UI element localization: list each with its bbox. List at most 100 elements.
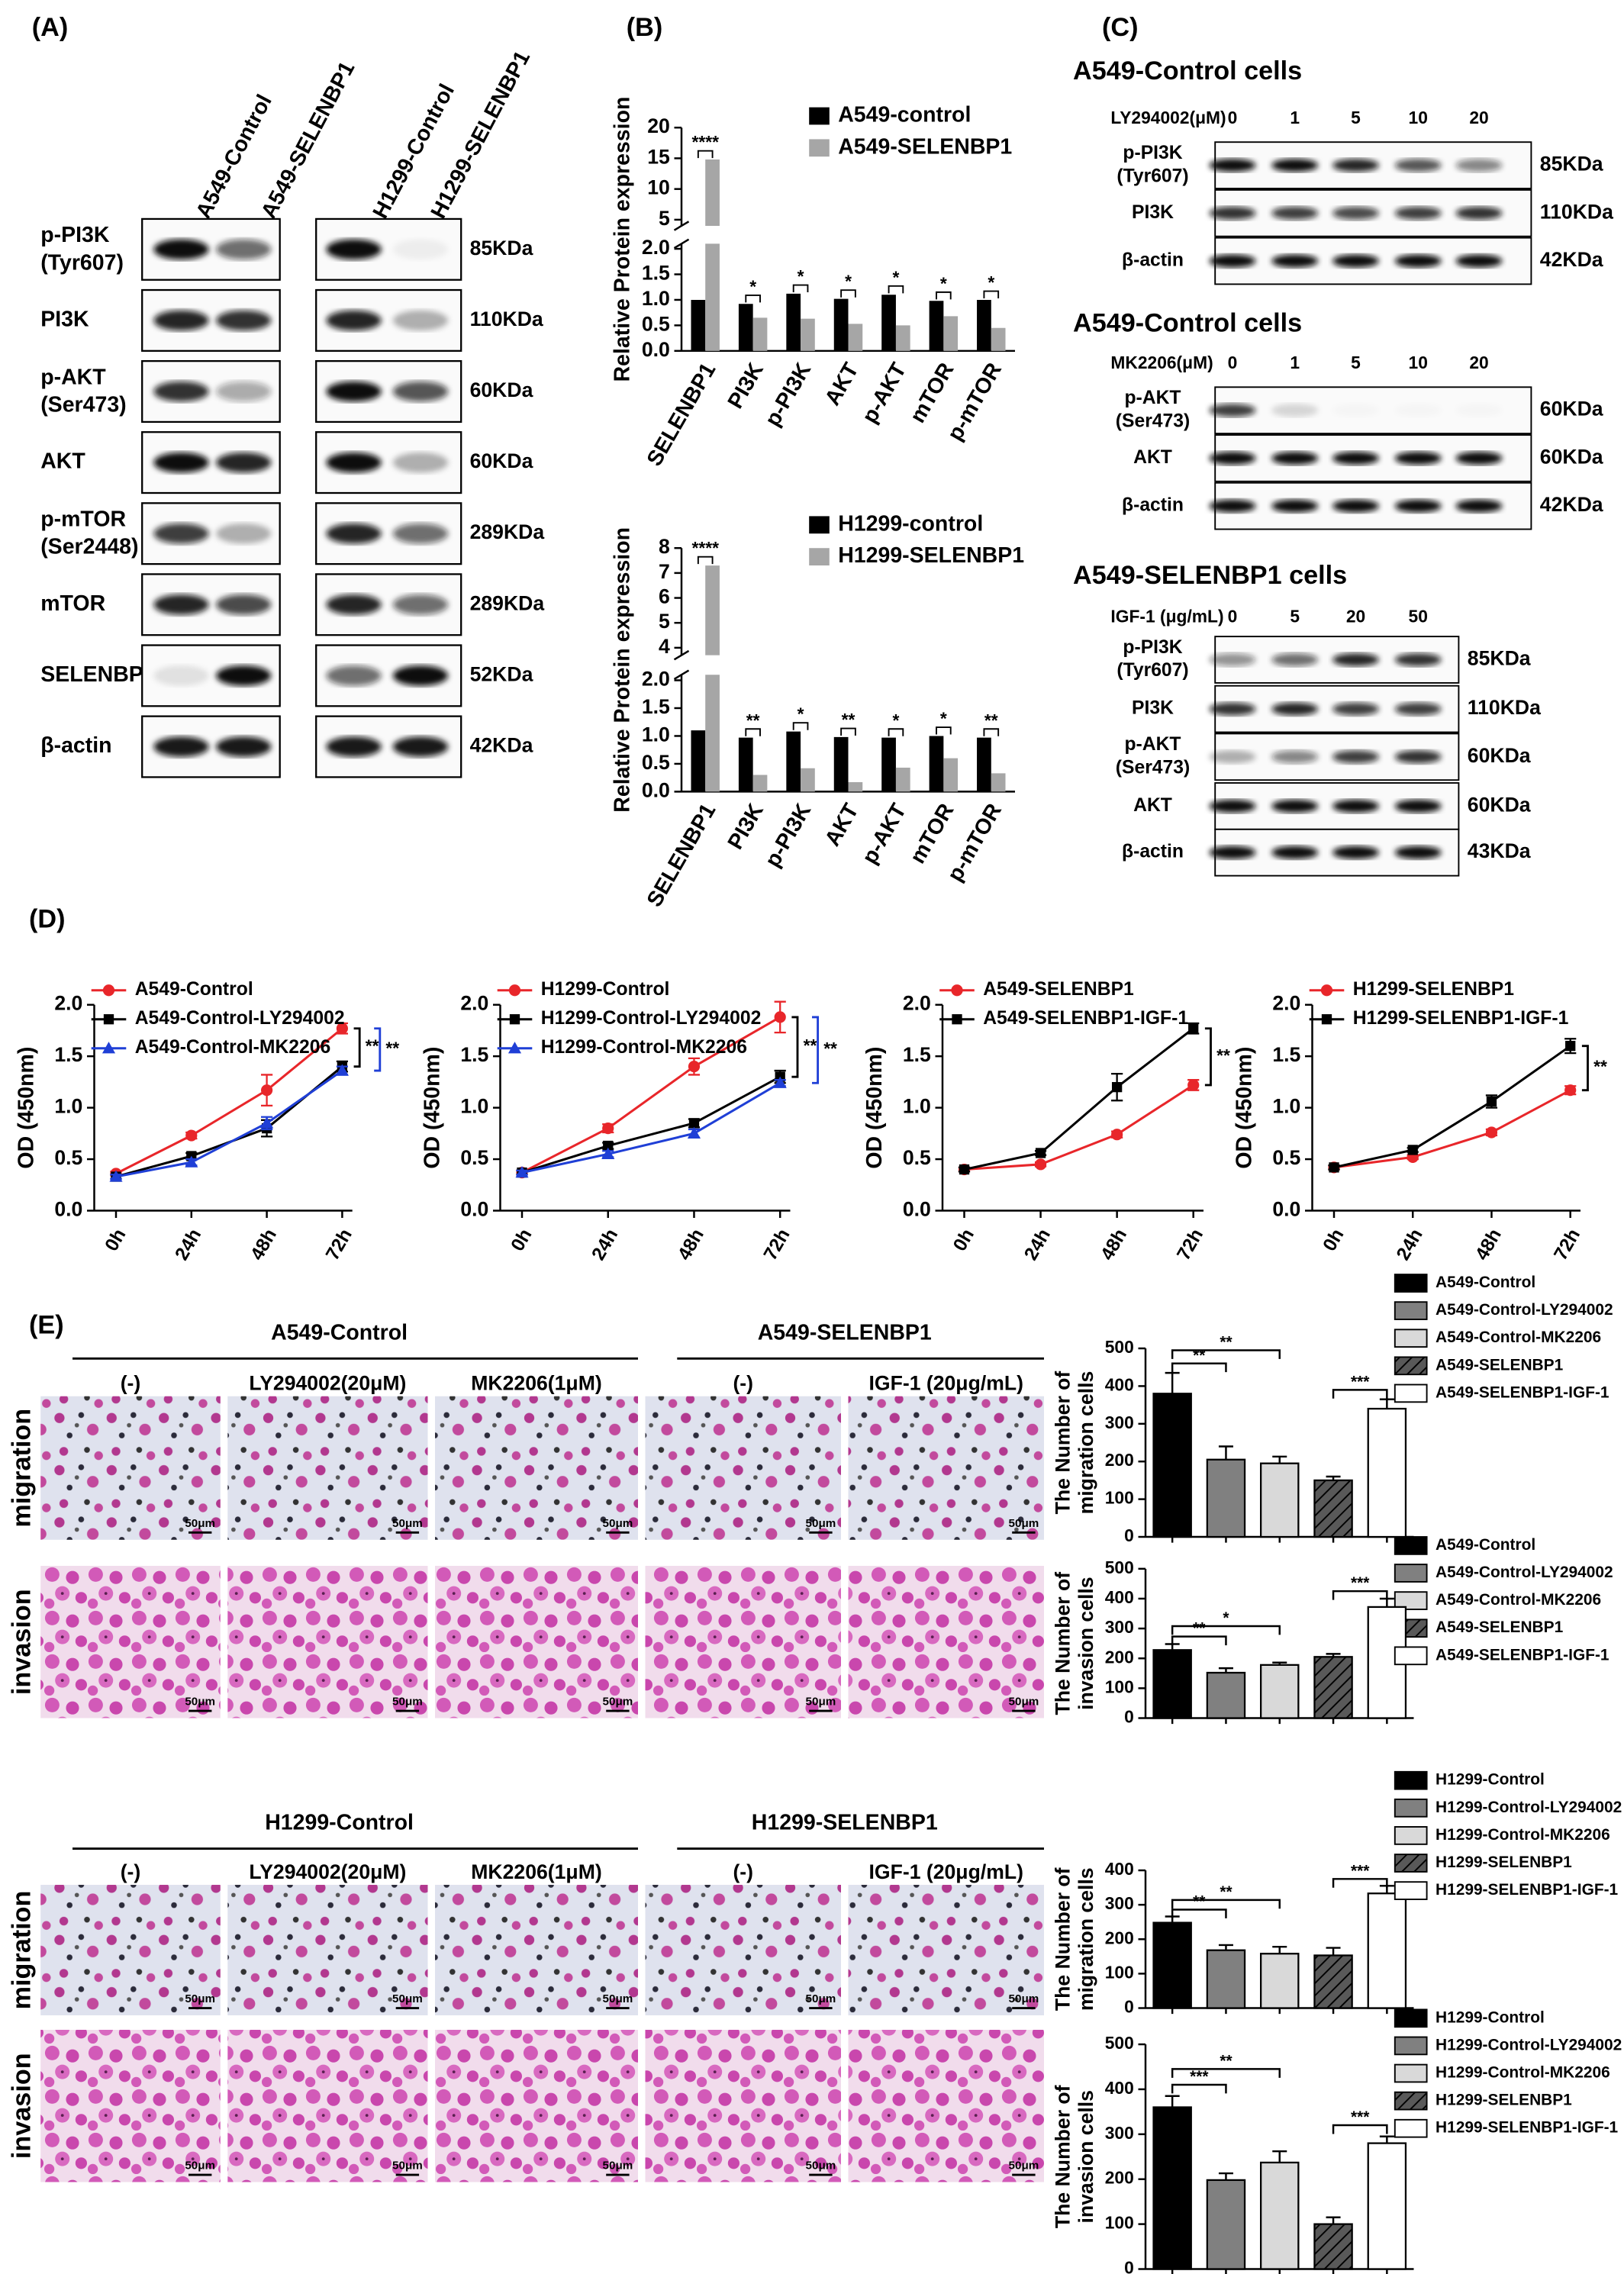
legend-label: A549-Control <box>1436 1274 1535 1291</box>
band <box>1394 254 1442 268</box>
y-tick-label: 10 <box>647 176 670 199</box>
marker <box>185 1129 198 1142</box>
y-tick-label: 1.0 <box>1272 1095 1300 1118</box>
y-tick-label: 1.0 <box>460 1095 488 1118</box>
y-tick-label: 200 <box>1105 1928 1134 1947</box>
scale-label: 50μm <box>603 2160 633 2173</box>
band <box>1332 499 1379 513</box>
y-tick-label: 0.5 <box>460 1146 488 1169</box>
marker <box>774 1011 786 1023</box>
marker <box>508 984 521 997</box>
scale-label: 50μm <box>392 2160 423 2173</box>
band <box>1332 652 1379 667</box>
significance-label: *** <box>1351 2108 1370 2126</box>
dose-label: 5 <box>1351 353 1361 372</box>
band <box>1209 702 1256 716</box>
micrograph <box>40 1885 221 2016</box>
y-tick-label: 1.0 <box>54 1095 82 1118</box>
dose-label: 5 <box>1290 606 1300 626</box>
axis-break <box>673 669 690 680</box>
scale-label: 50μm <box>185 1696 215 1709</box>
marker <box>1111 1129 1123 1141</box>
legend-swatch <box>1394 2008 1428 2028</box>
size-label: 85KDa <box>1468 647 1531 670</box>
legend-label: A549-Control <box>1436 1536 1535 1554</box>
y-axis-label: OD (450nm) <box>862 1047 887 1169</box>
error-bar <box>1379 1398 1394 1409</box>
band <box>326 239 382 260</box>
significance-bracket <box>936 726 952 735</box>
bar <box>1152 1393 1192 1538</box>
size-label: 60KDa <box>470 449 533 472</box>
band <box>1455 254 1503 268</box>
marker <box>185 1155 198 1168</box>
bar <box>738 304 753 351</box>
row-label: migration <box>7 1891 36 2010</box>
size-label: 42KDa <box>470 734 533 757</box>
band <box>326 523 382 544</box>
series-line <box>1333 1089 1571 1169</box>
y-tick-label: 500 <box>1105 1337 1134 1357</box>
y-axis-label: OD (450nm) <box>420 1047 445 1169</box>
micrograph <box>435 1885 638 2016</box>
dose-label: 20 <box>1469 353 1488 372</box>
significance-bracket <box>1332 2124 1388 2134</box>
row-label: invasion <box>7 1589 36 1695</box>
protein-label: PI3K <box>1132 698 1174 719</box>
y-axis-label: OD (450nm) <box>1232 1047 1257 1169</box>
legend-label: H1299-Control-MK2206 <box>1436 2064 1610 2082</box>
error-bar <box>1218 2172 1233 2180</box>
bar <box>1260 2161 1300 2270</box>
legend-label: H1299-Control-LY294002 <box>1436 1799 1622 1816</box>
significance-bracket <box>1204 1027 1212 1087</box>
band <box>1332 159 1379 172</box>
y-tick-label: 0.0 <box>903 1198 931 1221</box>
legend-label: H1299-SELENBP1 <box>1436 1854 1572 1871</box>
dose-label: 10 <box>1409 353 1428 372</box>
bar <box>752 317 768 351</box>
y-tick-label: 0.0 <box>54 1198 82 1221</box>
band <box>216 523 272 544</box>
significance-bracket <box>812 1016 820 1084</box>
band <box>1271 254 1319 268</box>
marker <box>688 1061 701 1073</box>
y-tick-label: 0.0 <box>642 778 670 801</box>
bar <box>1313 1656 1353 1719</box>
bar <box>833 736 849 792</box>
protein-label: AKT <box>1133 447 1172 468</box>
significance-bracket <box>745 294 761 303</box>
band <box>1455 499 1503 513</box>
band <box>1271 652 1319 667</box>
marker <box>1188 1023 1199 1034</box>
treatment-label: LY294002(20μM) <box>249 1372 406 1395</box>
y-tick-label: 0.5 <box>642 751 670 774</box>
scale-label: 50μm <box>392 1517 423 1530</box>
micrograph <box>645 1396 841 1540</box>
significance-label: *** <box>1351 1574 1370 1592</box>
y-tick-label: 4 <box>659 635 670 658</box>
bar <box>1367 1892 1407 2009</box>
row-label: migration <box>7 1409 36 1528</box>
significance-label: **** <box>691 132 719 152</box>
band <box>326 736 382 757</box>
band <box>153 594 209 615</box>
scale-label: 50μm <box>1009 1517 1039 1530</box>
bar <box>801 318 815 351</box>
size-label: 289KDa <box>470 520 545 543</box>
marker <box>109 1170 123 1182</box>
series-line <box>115 1069 343 1178</box>
y-axis-label: The Number of <box>1052 1867 1075 2011</box>
band <box>153 736 209 757</box>
band <box>1271 404 1319 417</box>
micrograph <box>227 1566 428 1718</box>
error-bar <box>1326 2216 1341 2224</box>
series-line <box>521 1081 781 1174</box>
panel-label: (A) <box>32 13 68 42</box>
significance-label: ** <box>366 1036 379 1056</box>
protein-label: mTOR <box>40 591 105 616</box>
marker <box>1320 984 1333 997</box>
band <box>326 594 382 615</box>
protein-label: (Tyr607) <box>1116 660 1188 681</box>
bar <box>691 299 706 351</box>
legend-swatch <box>809 548 830 566</box>
